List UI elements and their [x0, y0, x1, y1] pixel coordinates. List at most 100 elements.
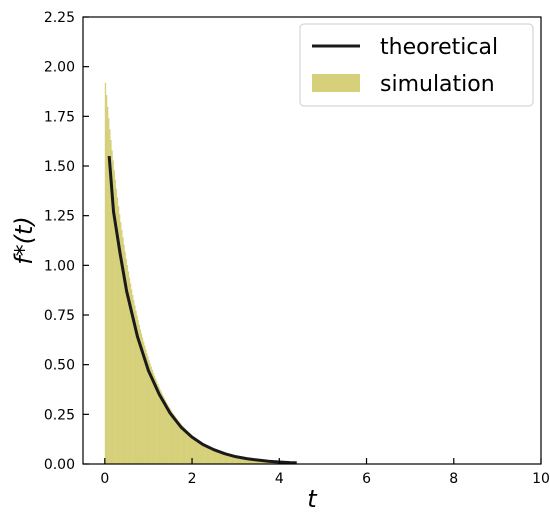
histogram-bar: [139, 329, 142, 464]
histogram-bar: [156, 381, 158, 464]
histogram-bar: [260, 460, 263, 464]
histogram-bar: [149, 363, 151, 464]
histogram-bar: [219, 451, 221, 464]
histogram-bar: [154, 378, 157, 464]
histogram-bar: [144, 345, 146, 464]
y-axis-label: f*(t): [10, 216, 38, 265]
histogram-bar: [183, 427, 185, 464]
y-tick-label: 0.00: [44, 457, 75, 473]
histogram-bar: [211, 448, 214, 464]
histogram-bar: [114, 179, 116, 464]
histogram-bar: [261, 460, 264, 464]
histogram-bar: [233, 455, 235, 464]
histogram-bar: [170, 409, 172, 464]
histogram-bar: [129, 283, 132, 464]
histogram-bar: [246, 458, 248, 464]
histogram-bar: [226, 453, 229, 464]
histogram-bar: [207, 446, 209, 464]
histogram-bar: [189, 433, 192, 464]
histogram-bar: [186, 430, 188, 464]
histogram-bar: [123, 244, 125, 464]
histogram-bar: [142, 341, 145, 464]
x-tick-label: 0: [100, 471, 109, 487]
histogram-bar: [221, 452, 223, 464]
histogram-bar: [116, 197, 119, 464]
legend-label-theoretical: theoretical: [380, 35, 498, 60]
histogram-bar: [190, 434, 193, 464]
histogram-bar: [184, 428, 186, 464]
histogram-bar: [185, 429, 187, 464]
y-tick-label: 1.75: [44, 109, 75, 125]
histogram-bar: [213, 449, 216, 464]
histogram-bar: [206, 445, 208, 464]
histogram-bar: [112, 160, 114, 464]
histogram-bar: [151, 369, 154, 464]
histogram-bar: [162, 395, 164, 464]
y-tick-label: 0.25: [44, 407, 75, 423]
histogram-bar: [243, 457, 245, 464]
histogram-bar: [210, 447, 212, 464]
histogram-bar: [197, 439, 199, 464]
histogram-bar: [224, 453, 227, 464]
histogram-bar: [141, 337, 144, 464]
histogram-bar: [106, 106, 109, 464]
histogram-bar: [212, 448, 215, 464]
y-tick-label: 0.75: [44, 308, 75, 324]
histogram-bar: [161, 393, 163, 464]
theoretical-line: [107, 155, 297, 465]
x-axis-label: t: [307, 485, 318, 513]
y-tick-label: 1.25: [44, 209, 75, 225]
histogram-bar: [164, 400, 167, 464]
histogram-bar: [138, 324, 140, 464]
x-tick-label: 6: [362, 471, 371, 487]
histogram-bar: [136, 315, 138, 464]
histogram-bar: [171, 411, 173, 464]
x-tick-label: 4: [275, 471, 284, 487]
histogram-bar: [140, 333, 143, 464]
histogram-bar: [104, 82, 107, 464]
histogram-bar: [168, 406, 170, 464]
histogram-bar: [202, 443, 205, 464]
histogram-bar: [187, 431, 190, 464]
y-tick-label: 1.00: [44, 258, 75, 274]
histogram-bar: [117, 205, 120, 464]
histogram-bar: [200, 442, 203, 464]
y-tick-label: 0.50: [44, 358, 75, 374]
histogram-bar: [252, 459, 254, 464]
histogram-bar: [173, 414, 175, 464]
histogram-bar: [145, 349, 147, 464]
histogram-bar: [201, 442, 204, 464]
histogram-bar: [230, 454, 232, 464]
histogram-bar: [250, 459, 253, 464]
histogram-bar: [109, 129, 111, 464]
histogram-bar: [182, 426, 184, 464]
histogram-bar: [148, 360, 150, 464]
histogram-bar: [160, 391, 162, 464]
histogram-bar: [257, 459, 259, 464]
histogram-bar: [147, 356, 149, 464]
histogram-bar: [218, 451, 220, 464]
histogram-bar: [108, 118, 110, 464]
histogram-bar: [158, 386, 160, 464]
histogram-bar: [121, 229, 123, 464]
histogram-bar: [232, 455, 234, 464]
axes: [82, 16, 542, 465]
histogram-bar: [134, 305, 136, 464]
axis-labels: t f*(t): [10, 216, 318, 513]
histogram-bar: [198, 440, 200, 464]
histogram-bar: [126, 265, 128, 464]
histogram-bar: [176, 419, 179, 464]
histogram-bar: [262, 460, 265, 464]
histogram-bar: [169, 407, 171, 464]
histogram-bar: [216, 450, 218, 464]
histogram-bar: [122, 237, 124, 464]
histogram-bar: [193, 436, 195, 464]
histogram-bar: [256, 459, 258, 464]
histogram-bar: [177, 420, 180, 464]
histogram-bar: [133, 300, 135, 464]
histogram-bar: [217, 450, 219, 464]
histogram-bar: [205, 444, 207, 464]
histogram-bar: [188, 432, 191, 464]
histogram-bar: [159, 388, 161, 464]
